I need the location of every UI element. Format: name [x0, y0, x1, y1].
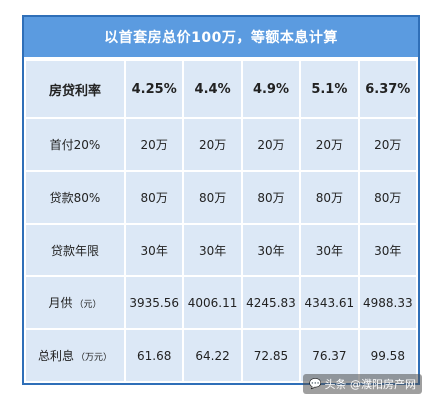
rate-cell: 4.9% [240, 58, 302, 120]
rate-cell: 5.1% [299, 58, 360, 120]
loan-comparison-table: 以首套房总价100万，等额本息计算 房贷利率 4.25% 4.4% 4.9% 5… [22, 15, 420, 385]
monthly-payment-cell: 4343.61 [299, 275, 360, 331]
row-label-loan-amount: 贷款80% [24, 170, 126, 225]
total-interest-cell: 72.85 [240, 328, 302, 383]
row-label-loan-term: 贷款年限 [24, 222, 126, 278]
row-label-text: 总利息 [37, 349, 74, 364]
table-row-rate: 房贷利率 4.25% 4.4% 4.9% 5.1% 6.37% [24, 58, 419, 120]
loan-amount-cell: 80万 [240, 170, 302, 225]
table-row-loan-term: 贷款年限 30年 30年 30年 30年 30年 [24, 222, 419, 278]
total-interest-cell: 76.37 [299, 328, 360, 383]
watermark-text: 头条 @濮阳房产网 [324, 378, 417, 391]
loan-amount-cell: 80万 [357, 170, 419, 225]
down-payment-cell: 20万 [357, 117, 419, 173]
loan-term-cell: 30年 [299, 222, 360, 278]
total-interest-cell: 64.22 [182, 328, 243, 383]
down-payment-cell: 20万 [123, 117, 185, 173]
watermark: 💬 头条 @濮阳房产网 [303, 374, 422, 394]
loan-amount-cell: 80万 [299, 170, 360, 225]
row-label-unit: （万元） [76, 353, 113, 364]
total-interest-cell: 61.68 [123, 328, 185, 383]
loan-term-cell: 30年 [357, 222, 419, 278]
rate-cell: 4.25% [123, 58, 185, 120]
row-label-unit: （元） [74, 300, 102, 311]
monthly-payment-cell: 4988.33 [357, 275, 419, 331]
total-interest-cell: 99.58 [357, 328, 419, 383]
row-label-down-payment: 首付20% [24, 117, 126, 173]
loan-amount-cell: 80万 [182, 170, 243, 225]
loan-amount-cell: 80万 [123, 170, 185, 225]
loan-term-cell: 30年 [123, 222, 185, 278]
table-row-monthly-payment: 月供 （元） 3935.56 4006.11 4245.83 4343.61 49… [24, 275, 419, 331]
row-label-rate: 房贷利率 [24, 58, 126, 120]
table-row-total-interest: 总利息 （万元） 61.68 64.22 72.85 76.37 99.58 [24, 328, 419, 383]
table-row-down-payment: 首付20% 20万 20万 20万 20万 20万 [24, 117, 419, 173]
row-label-text: 月供 [48, 296, 73, 311]
loan-table-grid: 房贷利率 4.25% 4.4% 4.9% 5.1% 6.37% 首付20% 20… [24, 58, 419, 383]
row-label-monthly-payment: 月供 （元） [24, 275, 126, 331]
monthly-payment-cell: 4006.11 [182, 275, 243, 331]
row-label-total-interest: 总利息 （万元） [24, 328, 126, 383]
monthly-payment-cell: 3935.56 [123, 275, 185, 331]
table-title: 以首套房总价100万，等额本息计算 [24, 17, 418, 59]
down-payment-cell: 20万 [240, 117, 302, 173]
monthly-payment-cell: 4245.83 [240, 275, 302, 331]
rate-cell: 4.4% [182, 58, 243, 120]
rate-cell: 6.37% [357, 58, 419, 120]
down-payment-cell: 20万 [182, 117, 243, 173]
table-row-loan-amount: 贷款80% 80万 80万 80万 80万 80万 [24, 170, 419, 225]
speech-bubble-icon: 💬 [309, 378, 322, 390]
loan-term-cell: 30年 [182, 222, 243, 278]
loan-term-cell: 30年 [240, 222, 302, 278]
down-payment-cell: 20万 [299, 117, 360, 173]
